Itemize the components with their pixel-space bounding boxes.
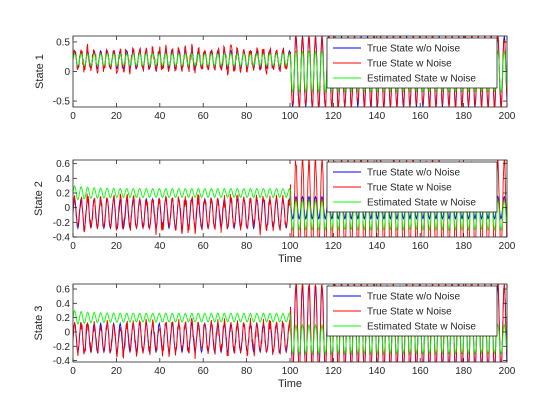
x-tick-label: 40: [154, 241, 166, 252]
y-tick-label: -0.4: [53, 356, 71, 367]
x-tick-label: 180: [455, 111, 472, 122]
x-tick-label: 20: [111, 111, 123, 122]
y-tick-label: 0.5: [56, 37, 70, 48]
x-tick-label: 200: [499, 111, 516, 122]
y-tick-label: -0.5: [53, 97, 71, 108]
subplot-3: 0 20 40 60 80 100 120 140 160 180 200 -0.4 -0.2 0 0.2 0…: [33, 283, 516, 390]
x-tick-label: 100: [282, 111, 299, 122]
x-tick-label: 80: [241, 241, 253, 252]
legend-label-3: Estimated State w Noise: [367, 322, 476, 333]
series-line-3: [73, 309, 507, 356]
y-tick-label: 0.4: [56, 174, 70, 185]
y-axis-label: State 3: [33, 306, 45, 341]
x-tick-label: 60: [198, 111, 210, 122]
x-tick-label: 120: [325, 366, 342, 377]
subplot-1: 0 20 40 60 80 100 120 140 160 180 200 -0.5 0 0.5 State…: [34, 35, 516, 122]
x-tick-label: 0: [70, 366, 76, 377]
legend-label-2: True State w Noise: [367, 59, 452, 70]
y-tick-label: -0.2: [53, 218, 71, 229]
x-tick-label: 120: [325, 111, 342, 122]
x-tick-label: 120: [325, 241, 342, 252]
y-axis-label: State 2: [33, 181, 45, 216]
legend-label-3: Estimated State w Noise: [367, 74, 476, 85]
x-tick-label: 20: [111, 366, 123, 377]
legend-label-2: True State w Noise: [367, 307, 452, 318]
legend: True State w/o Noise True State w Noise Es…: [326, 161, 498, 213]
y-tick-label: 0.2: [56, 313, 70, 324]
y-tick-label: 0: [64, 67, 70, 78]
y-tick-label: 0.2: [56, 189, 70, 200]
x-tick-label: 20: [111, 241, 123, 252]
legend-label-2: True State w Noise: [367, 183, 452, 194]
y-tick-label: 0.4: [56, 299, 70, 310]
y-tick-label: 0: [64, 327, 70, 338]
legend-label-3: Estimated State w Noise: [367, 198, 476, 209]
x-tick-label: 140: [368, 241, 385, 252]
x-tick-label: 0: [70, 111, 76, 122]
y-tick-label: 0.6: [56, 159, 70, 170]
x-tick-label: 40: [154, 111, 166, 122]
legend: True State w/o Noise True State w Noise Es…: [326, 285, 498, 337]
x-tick-label: 140: [368, 366, 385, 377]
y-tick-label: -0.4: [53, 233, 71, 244]
x-tick-label: 0: [70, 241, 76, 252]
x-tick-label: 80: [241, 111, 253, 122]
x-tick-label: 80: [241, 366, 253, 377]
y-tick-label: 0: [64, 203, 70, 214]
subplot-2: 0 20 40 60 80 100 120 140 160 180 200 -0.4 -0.2 0 0.2 0…: [33, 159, 516, 265]
x-tick-label: 200: [499, 241, 516, 252]
series-line-3: [73, 185, 507, 232]
y-tick-label: -0.2: [53, 342, 71, 353]
x-axis-label: Time: [278, 253, 302, 265]
x-tick-label: 100: [282, 241, 299, 252]
legend-label-1: True State w/o Noise: [367, 168, 460, 179]
x-tick-label: 160: [412, 111, 429, 122]
x-tick-label: 180: [455, 241, 472, 252]
legend: True State w/o Noise True State w Noise Es…: [326, 37, 498, 89]
y-tick-label: 0.6: [56, 285, 70, 296]
series-lines: [73, 284, 507, 362]
x-tick-label: 140: [368, 111, 385, 122]
legend-label-1: True State w/o Noise: [367, 44, 460, 55]
x-tick-label: 160: [412, 366, 429, 377]
legend-label-1: True State w/o Noise: [367, 292, 460, 303]
x-tick-label: 160: [412, 241, 429, 252]
x-tick-label: 100: [282, 366, 299, 377]
x-tick-label: 40: [154, 366, 166, 377]
x-tick-label: 180: [455, 366, 472, 377]
x-tick-label: 60: [198, 241, 210, 252]
y-axis-label: State 1: [34, 54, 46, 89]
x-axis-label: Time: [278, 378, 302, 390]
x-tick-label: 60: [198, 366, 210, 377]
x-tick-label: 200: [499, 366, 516, 377]
